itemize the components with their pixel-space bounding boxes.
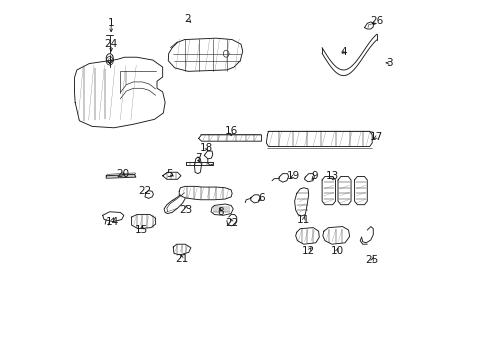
Text: 4: 4 [339, 47, 346, 57]
Text: 13: 13 [325, 171, 338, 181]
Text: 5: 5 [166, 168, 173, 179]
Text: 21: 21 [175, 255, 188, 264]
Text: 24: 24 [104, 39, 118, 49]
Text: 22: 22 [225, 218, 238, 228]
Text: 12: 12 [302, 246, 315, 256]
Text: 18: 18 [200, 143, 213, 153]
Text: 23: 23 [179, 205, 193, 215]
Text: 19: 19 [286, 171, 299, 181]
Text: 26: 26 [369, 15, 383, 26]
Text: 2: 2 [184, 14, 191, 24]
Text: 25: 25 [365, 256, 378, 265]
Text: 15: 15 [135, 225, 148, 235]
Text: 11: 11 [297, 215, 310, 225]
Text: 10: 10 [330, 246, 343, 256]
Text: 8: 8 [217, 207, 224, 217]
Text: 9: 9 [310, 171, 317, 181]
Text: 6: 6 [258, 193, 264, 203]
Text: 20: 20 [116, 168, 129, 179]
Text: 14: 14 [105, 217, 119, 227]
Text: 22: 22 [138, 186, 151, 196]
Text: 7: 7 [194, 153, 201, 163]
Text: 17: 17 [369, 132, 383, 142]
Text: 16: 16 [224, 126, 237, 136]
Text: 1: 1 [108, 18, 114, 28]
Text: 3: 3 [385, 58, 392, 68]
